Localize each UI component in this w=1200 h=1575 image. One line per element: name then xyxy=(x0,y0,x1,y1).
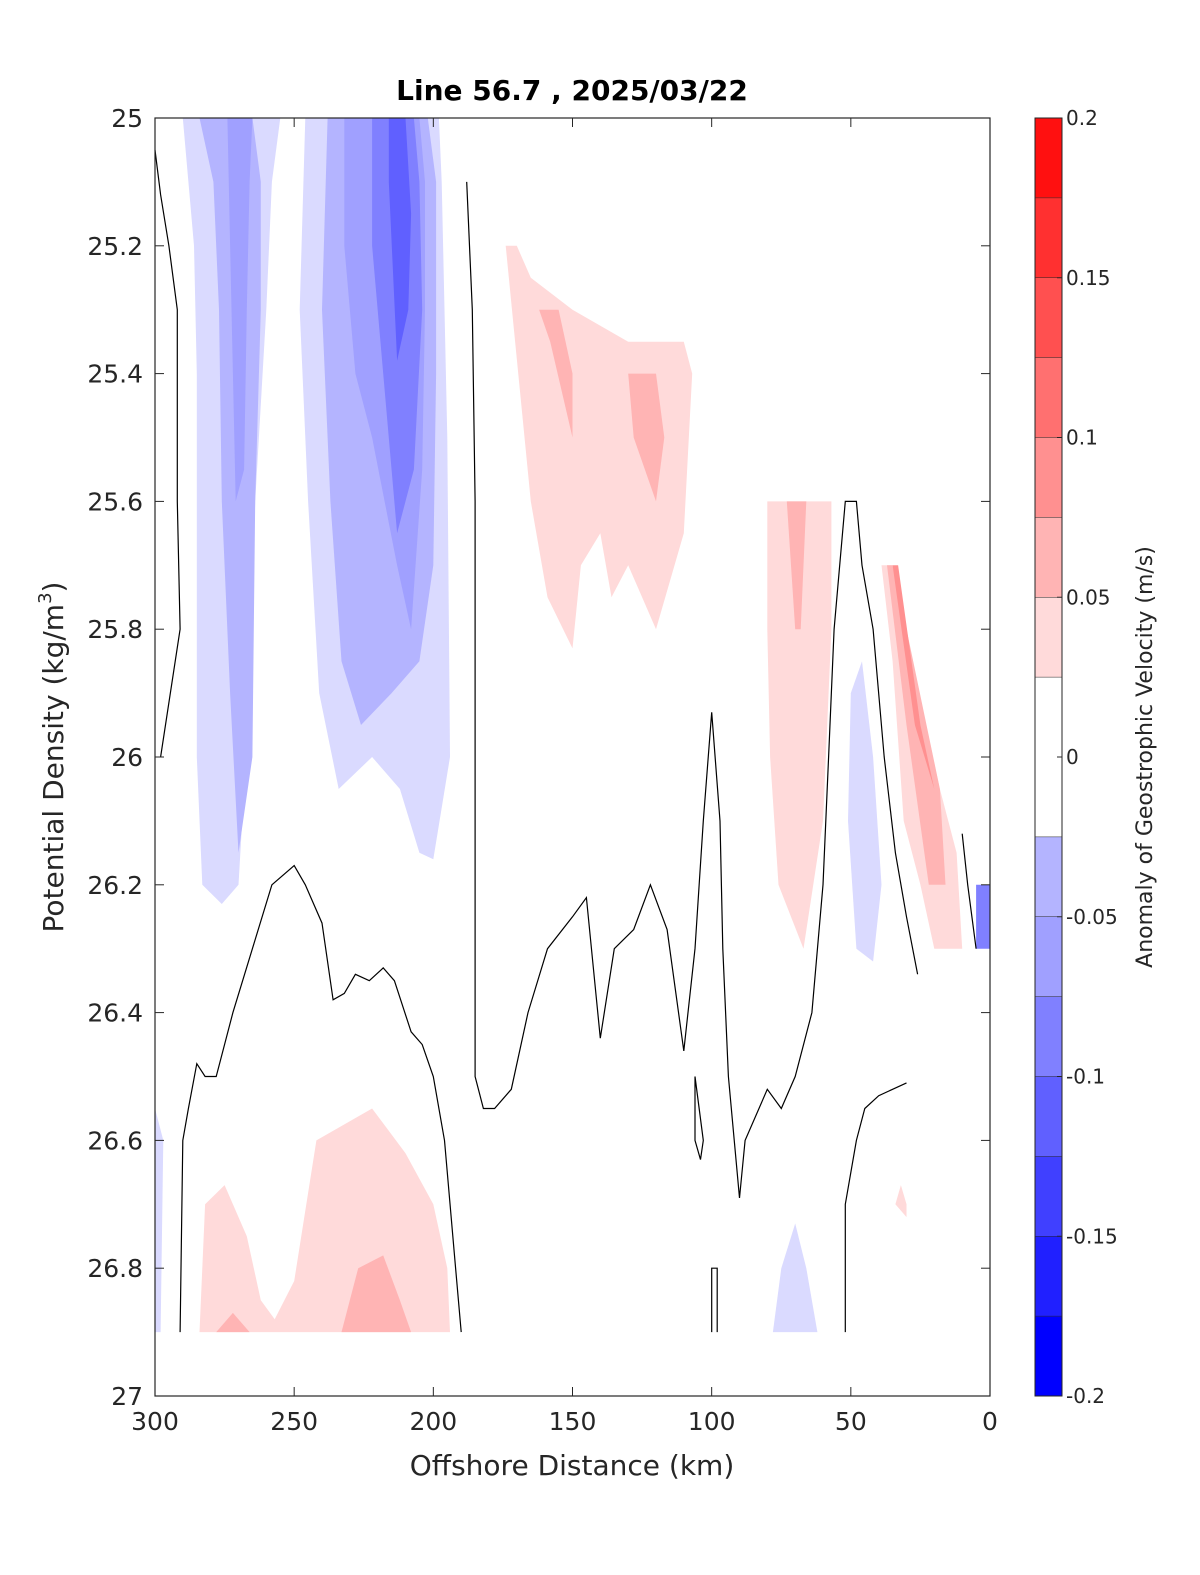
colorbar-band-3 xyxy=(1035,1076,1062,1157)
zero-contour-lines xyxy=(154,149,977,1333)
colorbar-band-14 xyxy=(1035,118,1062,198)
colorbar-tick-label-6: -0.1 xyxy=(1066,1065,1105,1089)
contour-region-18 xyxy=(155,1108,164,1333)
x-tick-label-2: 200 xyxy=(409,1407,457,1436)
colorbar-band-2 xyxy=(1035,1156,1062,1237)
colorbar: 0.2 0.15 0.1 0.05 0 -0.05 -0.1 -0.15 -0.2 xyxy=(1034,106,1118,1408)
colorbar-tick-label-2: 0.1 xyxy=(1066,426,1098,450)
contour-region-11 xyxy=(767,501,832,949)
y-axis-title-main: Potential Density (kg/m xyxy=(37,604,70,933)
colorbar-band-6 xyxy=(1035,836,1062,917)
x-axis-ticks: 300 250 200 150 100 50 0 xyxy=(131,118,998,1436)
contour-region-9 xyxy=(539,309,573,438)
colorbar-band-8 xyxy=(1035,597,1062,678)
contour-region-13 xyxy=(848,661,882,962)
colorbar-band-0 xyxy=(1035,1316,1062,1396)
colorbar-band-1 xyxy=(1035,1236,1062,1317)
contour-region-23 xyxy=(772,1223,818,1333)
colorbar-band-12 xyxy=(1035,277,1062,358)
contour-region-16 xyxy=(892,565,935,789)
zero-contour-5 xyxy=(844,1082,907,1333)
colorbar-band-9 xyxy=(1035,517,1062,598)
zero-contour-6 xyxy=(961,833,977,949)
y-axis-title: Potential Density (kg/m3) xyxy=(35,582,70,933)
y-tick-label-7: 26.4 xyxy=(87,999,143,1028)
y-axis-ticks: 25 25.2 25.4 25.6 25.8 26 26.2 26.4 26.6 26.8 27 xyxy=(87,104,990,1411)
colorbar-title: Anomaly of Geostrophic Velocity (m/s) xyxy=(1133,546,1158,968)
filled-contour-regions xyxy=(155,118,990,1333)
x-tick-label-3: 150 xyxy=(549,1407,597,1436)
y-tick-label-0: 25 xyxy=(111,104,143,133)
y-tick-label-10: 27 xyxy=(111,1382,143,1411)
y-tick-label-2: 25.4 xyxy=(87,360,143,389)
zero-contour-2 xyxy=(466,181,919,1198)
contour-region-2 xyxy=(227,118,253,502)
y-tick-label-4: 25.8 xyxy=(87,615,143,644)
y-tick-label-1: 25.2 xyxy=(87,232,143,261)
contour-region-20 xyxy=(341,1255,412,1333)
zero-contour-0 xyxy=(154,149,181,758)
contour-region-12 xyxy=(786,501,807,630)
x-tick-label-4: 100 xyxy=(688,1407,736,1436)
y-tick-label-3: 25.6 xyxy=(87,487,143,516)
x-axis-title: Offshore Distance (km) xyxy=(410,1449,735,1482)
contour-region-10 xyxy=(628,373,665,502)
colorbar-tick-label-8: -0.2 xyxy=(1066,1384,1105,1408)
y-tick-label-8: 26.6 xyxy=(87,1126,143,1155)
colorbar-tick-label-7: -0.15 xyxy=(1066,1224,1118,1248)
x-tick-label-5: 50 xyxy=(835,1407,867,1436)
zero-contour-1 xyxy=(179,864,462,1333)
y-axis-title-superscript: 3 xyxy=(35,592,56,603)
colorbar-band-11 xyxy=(1035,357,1062,438)
colorbar-tick-label-5: -0.05 xyxy=(1066,905,1118,929)
colorbar-band-5 xyxy=(1035,916,1062,997)
colorbar-tick-label-3: 0.05 xyxy=(1066,585,1111,609)
y-tick-label-5: 26 xyxy=(111,743,143,772)
chart-title: Line 56.7 , 2025/03/22 xyxy=(396,74,748,107)
contour-region-21 xyxy=(216,1312,250,1333)
y-tick-label-6: 26.2 xyxy=(87,871,143,900)
colorbar-band-13 xyxy=(1035,197,1062,278)
x-tick-label-1: 250 xyxy=(270,1407,318,1436)
zero-contour-3 xyxy=(694,1076,704,1160)
contour-region-22 xyxy=(895,1185,907,1218)
colorbar-band-10 xyxy=(1035,437,1062,518)
x-tick-label-0: 300 xyxy=(131,1407,179,1436)
contour-region-7 xyxy=(388,118,412,361)
contour-region-17 xyxy=(976,884,990,949)
y-tick-label-9: 26.8 xyxy=(87,1254,143,1283)
colorbar-band-4 xyxy=(1035,996,1062,1077)
colorbar-tick-label-4: 0 xyxy=(1066,745,1079,769)
zero-contour-4 xyxy=(711,1267,718,1333)
colorbar-tick-label-0: 0.2 xyxy=(1066,106,1098,130)
colorbar-tick-label-1: 0.15 xyxy=(1066,266,1111,290)
x-tick-label-6: 0 xyxy=(982,1407,998,1436)
y-axis-title-close: ) xyxy=(37,582,70,593)
